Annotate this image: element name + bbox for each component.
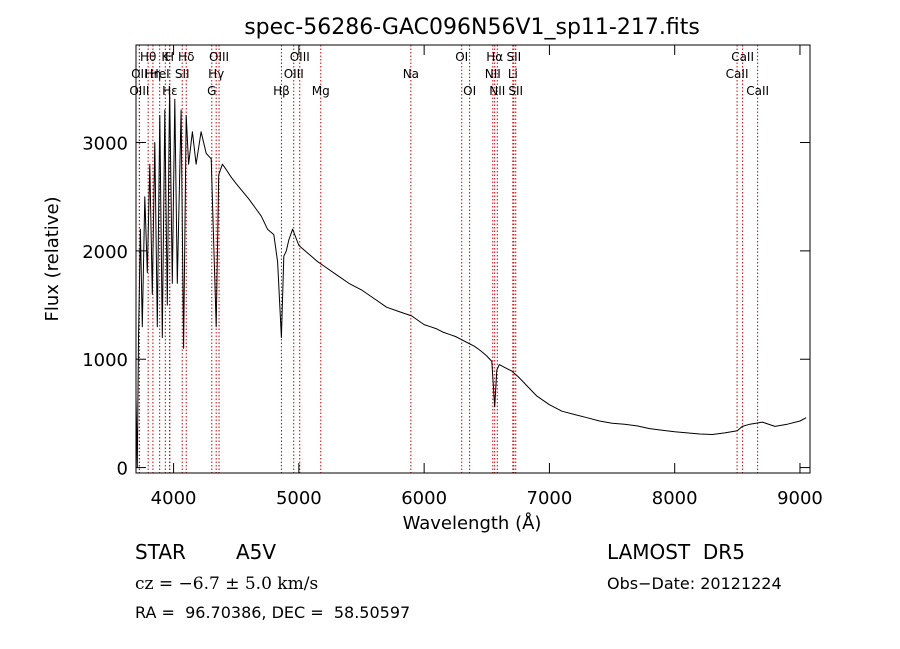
y-axis-ticks: 0 1000 2000 3000: [82, 134, 810, 480]
line-label-4: K: [161, 50, 170, 64]
line-label-5: HeI: [150, 67, 170, 81]
line-label-25: SII: [508, 84, 523, 98]
survey-label: LAMOST DR5: [607, 540, 745, 564]
line-label-16: Mg: [312, 84, 330, 98]
line-label-18: OI: [455, 50, 468, 64]
y-tick-label-1: 1000: [82, 350, 128, 371]
line-label-2: OIII: [129, 84, 149, 98]
line-label-17: Na: [403, 67, 419, 81]
line-label-15: Hβ: [273, 84, 290, 98]
line-label-10: OIII: [209, 50, 229, 64]
y-tick-label-0: 0: [117, 459, 128, 480]
line-label-13: OIII: [290, 50, 310, 64]
line-label-11: Hγ: [208, 67, 224, 81]
line-label-24: NII: [489, 84, 505, 98]
line-label-27: CaII: [726, 67, 749, 81]
line-label-21: SII: [506, 50, 521, 64]
line-label-14: OIII: [284, 67, 304, 81]
y-tick-label-3: 3000: [82, 134, 128, 155]
y-tick-label-2: 2000: [82, 242, 128, 263]
chart-title: spec-56286-GAC096N56V1_sp11-217.fits: [244, 15, 700, 40]
line-label-8: Hδ: [178, 50, 194, 64]
line-label-20: Hα: [486, 50, 503, 64]
line-label-28: CaII: [746, 84, 769, 98]
line-label-23: Li: [508, 67, 518, 81]
spectral-line-markers: [138, 45, 759, 473]
x-tick-label-4: 8000: [652, 488, 698, 509]
x-axis-ticks: 4000 5000 6000 7000 8000 9000: [151, 45, 823, 509]
line-label-0: Hθ: [140, 50, 156, 64]
x-tick-label-2: 6000: [401, 488, 447, 509]
x-tick-label-5: 9000: [777, 488, 823, 509]
coordinates: RA = 96.70386, DEC = 58.50597: [135, 603, 411, 622]
plot-frame: [135, 44, 811, 474]
spectrum-line-0: [135, 87, 807, 469]
obs-date: Obs−Date: 20121224: [607, 574, 782, 593]
line-label-12: G: [207, 84, 216, 98]
x-tick-label-3: 7000: [527, 488, 573, 509]
object-subclass: A5V: [236, 540, 277, 564]
line-label-3: Hη: [145, 67, 162, 81]
line-label-22: NII: [485, 67, 501, 81]
line-label-9: SII: [175, 67, 190, 81]
line-label-1: OII: [131, 67, 148, 81]
x-tick-label-0: 4000: [151, 488, 197, 509]
y-axis-label: Flux (relative): [42, 196, 63, 321]
x-axis-label: Wavelength (Å): [403, 512, 542, 534]
spectrum-series: [135, 87, 807, 469]
line-label-26: CaII: [731, 50, 754, 64]
redshift-text: cz = −6.7 ± 5.0 km/s: [135, 574, 319, 594]
object-class: STAR: [135, 540, 186, 564]
x-tick-label-1: 5000: [276, 488, 322, 509]
line-label-19: OI: [463, 84, 476, 98]
line-label-7: H: [165, 50, 174, 64]
